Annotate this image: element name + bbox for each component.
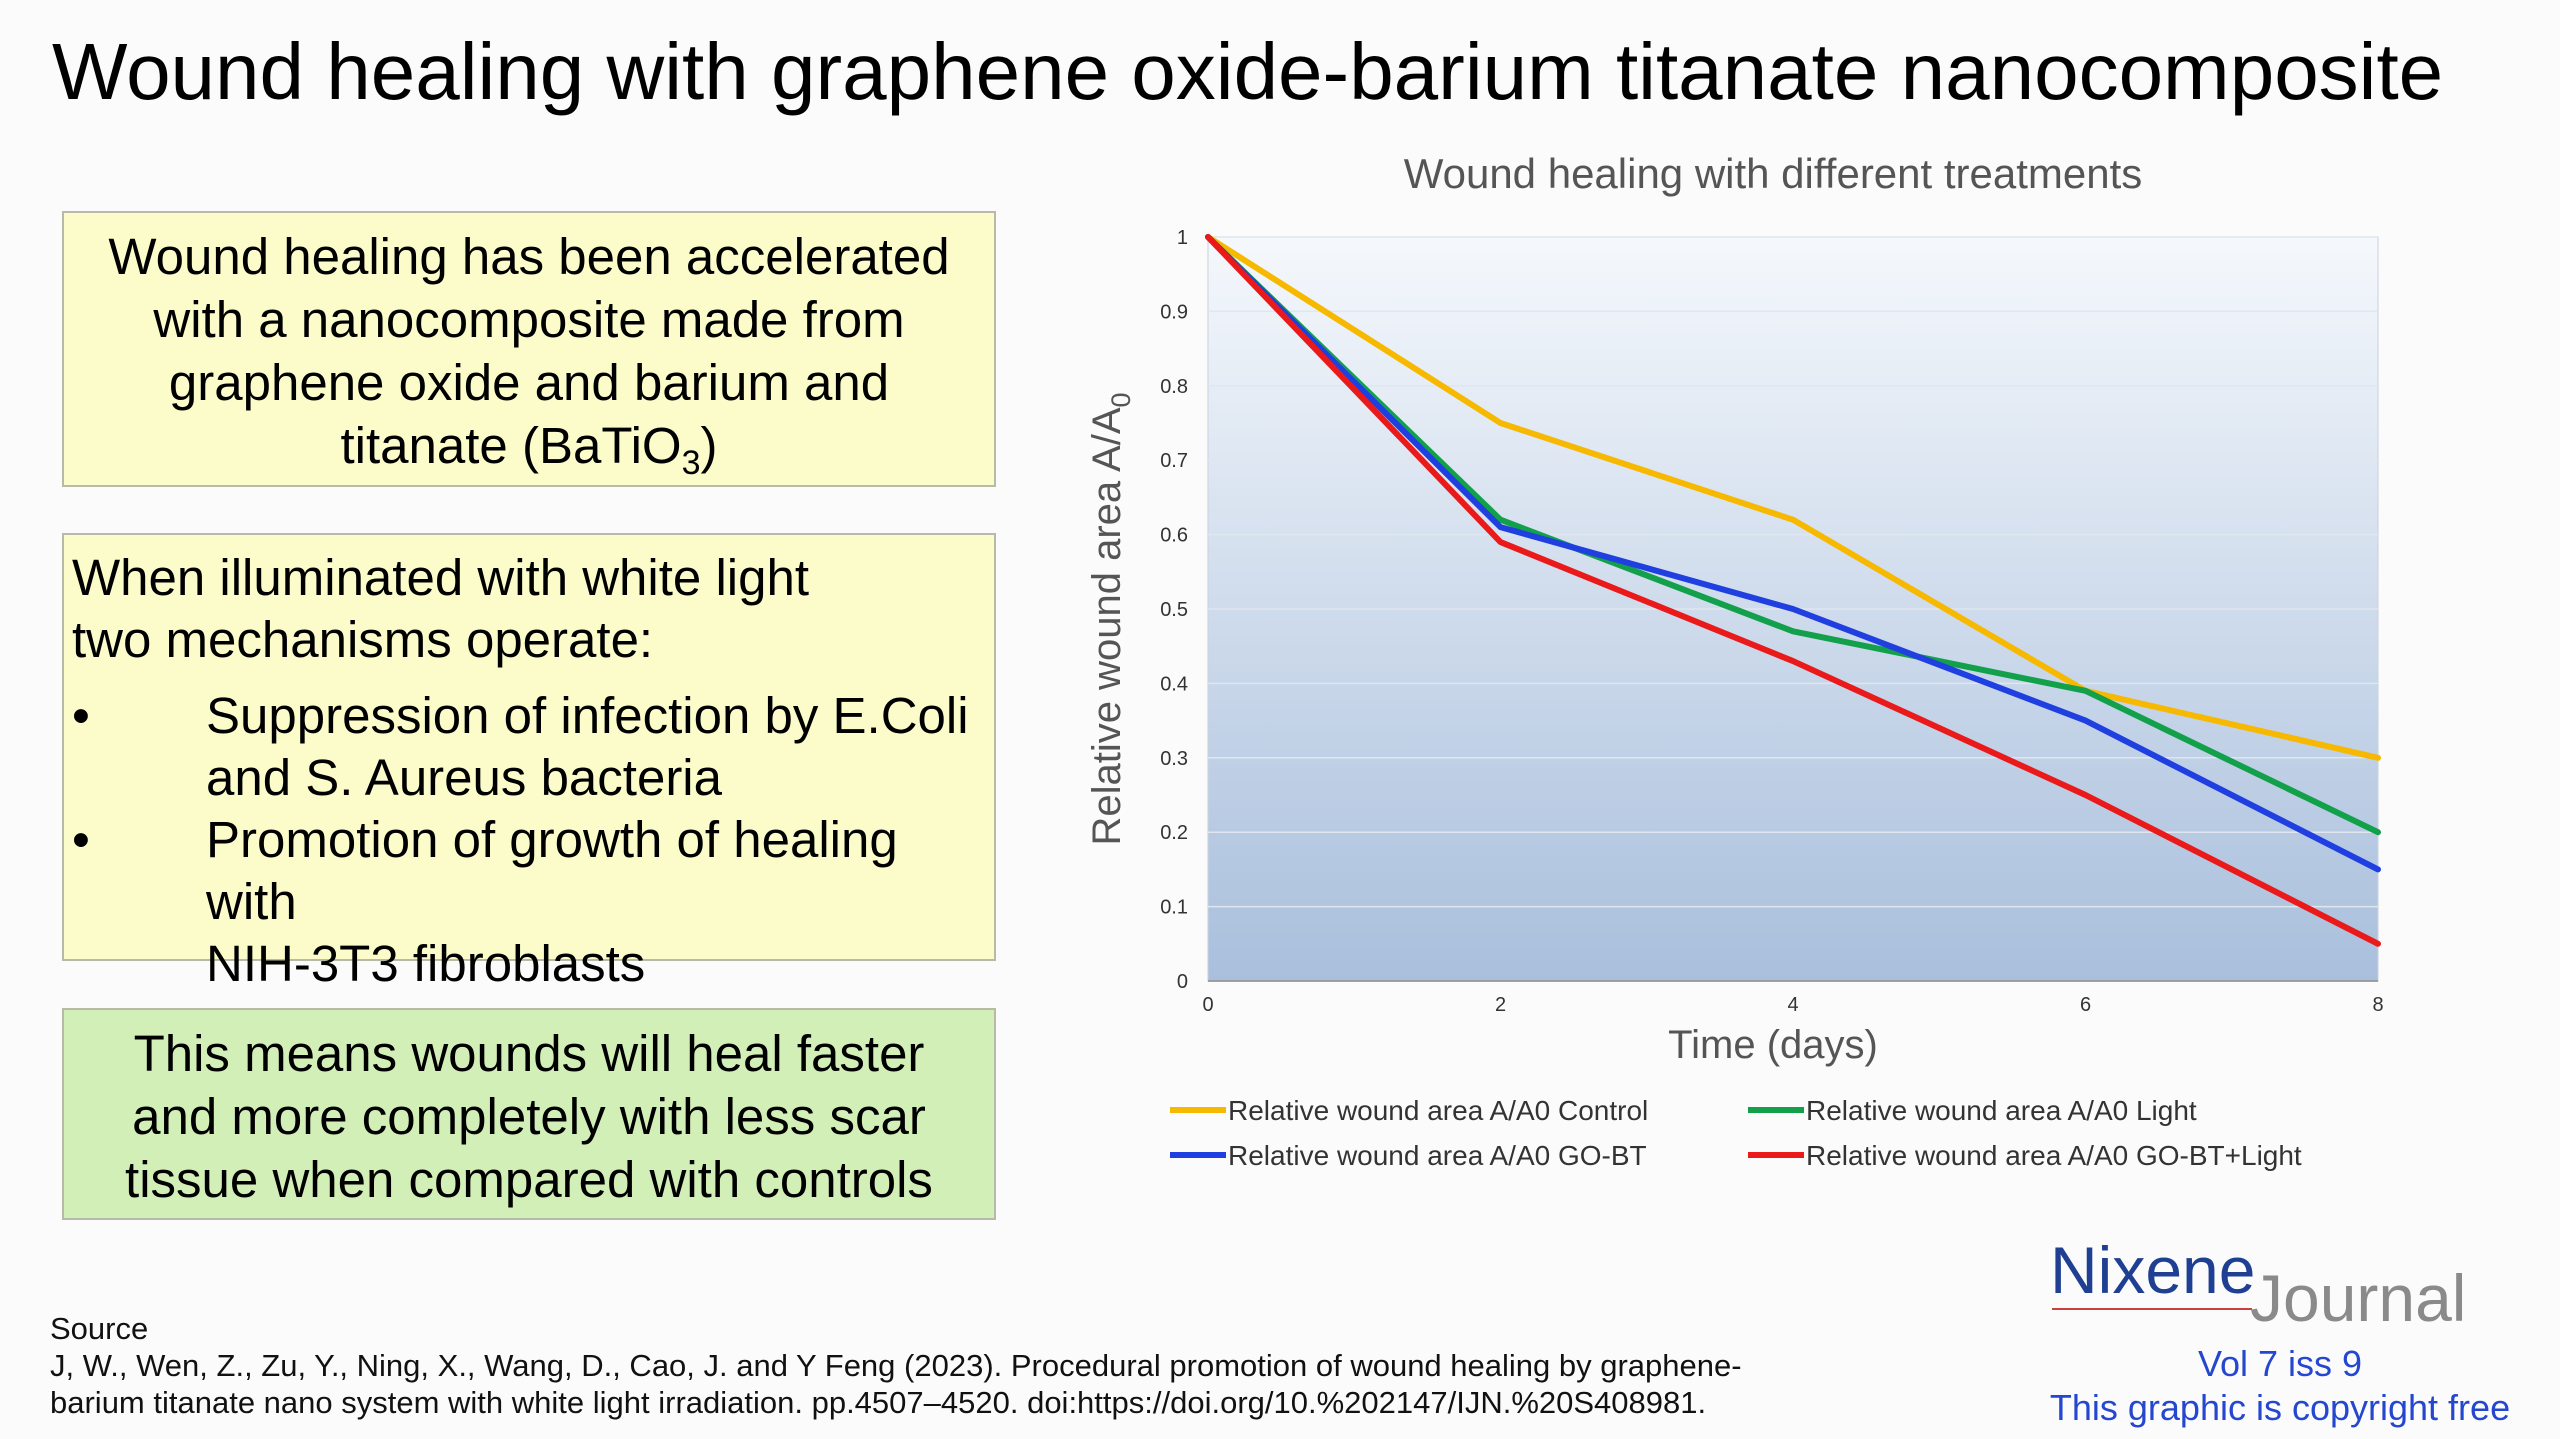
mechanism-line: Suppression of infection by E.Coli (206, 687, 969, 744)
mechanism-item: • Suppression of infection by E.Coli and… (72, 685, 994, 809)
source-line: barium titanate nano system with white l… (50, 1385, 1707, 1420)
mechanism-line: NIH-3T3 fibroblasts (206, 935, 646, 992)
mechanism-line: and S. Aureus bacteria (206, 749, 723, 806)
y-tick-label: 0.1 (1160, 897, 1188, 919)
brand-name: Nixene (2050, 1233, 2256, 1307)
legend-label: Relative wound area A/A0 Light (1806, 1095, 2197, 1126)
y-tick-label: 0.9 (1160, 301, 1188, 323)
bullet-icon: • (72, 687, 90, 744)
brand-volume: Vol 7 iss 9 (2197, 1343, 2363, 1384)
conclusion-text-box: This means wounds will heal faster and m… (62, 1008, 996, 1220)
mechanism-line: Promotion of growth of healing with (206, 811, 898, 930)
source-heading: Source (50, 1311, 149, 1346)
brand-copyright: This graphic is copyright free (2049, 1387, 2511, 1428)
intro-line: Wound healing has been accelerated (108, 228, 950, 285)
mechanisms-list: • Suppression of infection by E.Coli and… (72, 685, 994, 995)
y-axis-label: Relative wound area A/A0 (1085, 392, 1136, 845)
y-tick-label: 0 (1177, 971, 1188, 993)
intro-formula-line: titanate (BaTiO3) (64, 414, 994, 495)
chart-container: Wound healing with different treatments 0… (1080, 140, 2530, 1200)
source-line: J, W., Wen, Z., Zu, Y., Ning, X., Wang, … (50, 1348, 1742, 1383)
mechanism-item: • Promotion of growth of healing with NI… (72, 809, 994, 995)
x-tick-label: 8 (2372, 994, 2383, 1016)
y-tick-label: 0.8 (1160, 376, 1188, 398)
mechanisms-intro-line: two mechanisms operate: (72, 611, 654, 668)
legend-label: Relative wound area A/A0 GO-BT+Light (1806, 1140, 2302, 1171)
x-tick-label: 6 (2080, 994, 2091, 1016)
mechanisms-text-box: When illuminated with white light two me… (62, 533, 996, 992)
formula-subscript: 3 (681, 444, 701, 483)
conclusion-line: and more completely with less scar (132, 1088, 926, 1145)
y-tick-label: 0.5 (1160, 599, 1188, 621)
series-line (1205, 234, 2381, 947)
y-tick-label: 0.6 (1160, 525, 1188, 547)
source-citation: Source J, W., Wen, Z., Zu, Y., Ning, X.,… (50, 1310, 1742, 1421)
y-tick-label: 0.4 (1160, 673, 1188, 695)
intro-line: with a nanocomposite made from (153, 291, 905, 348)
formula-suffix: ) (700, 417, 718, 474)
brand-underline (2052, 1308, 2252, 1310)
journal-brand: Nixene Journal Vol 7 iss 9 This graphic … (2030, 1230, 2550, 1430)
intro-text-box: Wound healing has been accelerated with … (62, 211, 996, 487)
line-chart: Wound healing with different treatments 0… (1085, 150, 2384, 1171)
x-axis-label: Time (days) (1668, 1023, 1878, 1067)
series-line (1205, 234, 2381, 761)
x-tick-label: 0 (1202, 994, 1213, 1016)
x-tick-label: 4 (1787, 994, 1798, 1016)
y-tick-label: 0.3 (1160, 748, 1188, 770)
legend-label: Relative wound area A/A0 GO-BT (1228, 1140, 1647, 1171)
conclusion-line: tissue when compared with controls (125, 1151, 933, 1208)
legend-label: Relative wound area A/A0 Control (1228, 1095, 1648, 1126)
series-line (1205, 234, 2381, 836)
formula-prefix: titanate (BaTiO (340, 417, 682, 474)
y-tick-label: 0.2 (1160, 822, 1188, 844)
conclusion-line: This means wounds will heal faster (133, 1025, 925, 1082)
brand-journal: Journal (2250, 1261, 2467, 1335)
mechanisms-intro-line: When illuminated with white light (72, 549, 810, 606)
chart-title: Wound healing with different treatments (1404, 150, 2143, 197)
series-line (1205, 234, 2381, 873)
y-tick-label: 1 (1177, 227, 1188, 249)
intro-line: graphene oxide and barium and (168, 354, 890, 411)
y-tick-label: 0.7 (1160, 450, 1188, 472)
x-tick-label: 2 (1495, 994, 1506, 1016)
slide-title: Wound healing with graphene oxide-barium… (52, 27, 2444, 116)
bullet-icon: • (72, 811, 90, 868)
